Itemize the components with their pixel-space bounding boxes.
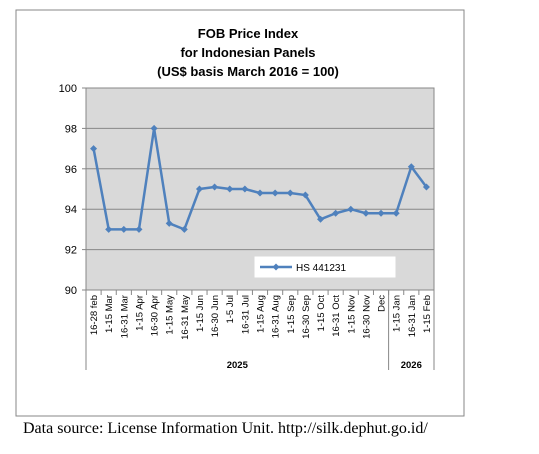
y-tick-label-5: 100: [59, 83, 77, 95]
data-point-8: [211, 183, 219, 191]
data-point-2: [120, 225, 128, 233]
x-category-label-18: 16-30 Nov: [361, 295, 372, 339]
x-category-label-6: 16-31 May: [180, 295, 191, 340]
x-category-label-8: 16-30 Jun: [210, 295, 221, 337]
x-category-label-1: 1-15 Mar: [104, 295, 115, 333]
data-point-0: [90, 145, 98, 153]
x-category-label-5: 1-15 May: [165, 295, 176, 335]
data-point-3: [135, 225, 143, 233]
data-point-6: [180, 225, 188, 233]
x-category-label-17: 1-15 Nov: [346, 295, 357, 334]
x-category-label-11: 1-15 Aug: [256, 295, 267, 333]
data-point-22: [422, 183, 430, 191]
x-category-label-4: 16-30 Apr: [150, 295, 161, 336]
year-group-label-0: 2025: [227, 360, 249, 371]
x-category-label-13: 1-15 Sep: [286, 295, 297, 334]
x-category-label-22: 1-15 Feb: [422, 295, 433, 333]
series-hs-441231: [90, 124, 430, 233]
legend-label: HS 441231: [296, 263, 346, 274]
y-tick-label-3: 96: [65, 164, 77, 176]
legend: HS 441231: [253, 255, 397, 279]
x-category-label-7: 1-15 Jun: [195, 295, 206, 332]
x-category-label-14: 16-30 Sep: [301, 295, 312, 339]
data-point-1: [105, 225, 113, 233]
chart-title-line-3: (US$ basis March 2016 = 100): [157, 64, 339, 79]
data-point-4: [150, 124, 158, 132]
y-tick-label-2: 94: [65, 204, 77, 216]
data-point-7: [195, 185, 203, 193]
data-point-14: [301, 191, 309, 199]
x-category-label-10: 16-31 Jul: [240, 295, 251, 334]
gridlines: [86, 127, 434, 251]
x-category-label-15: 1-15 Oct: [316, 295, 327, 332]
chart-title-line-2: for Indonesian Panels: [180, 45, 315, 60]
x-category-label-20: 1-15 Jan: [392, 295, 403, 332]
data-point-19: [377, 209, 385, 217]
data-point-15: [317, 215, 325, 223]
x-category-label-12: 16-31 Aug: [271, 295, 282, 338]
y-axis-ticks: 90 92 94 96 98 100: [59, 83, 86, 297]
y-tick-label-1: 92: [65, 245, 77, 257]
legend-diamond-marker: [272, 263, 280, 271]
data-point-17: [347, 205, 355, 213]
year-group-label-1: 2026: [401, 360, 422, 371]
data-point-21: [407, 163, 415, 171]
x-category-label-0: 16-28 feb: [89, 295, 100, 335]
x-category-label-3: 1-15 Apr: [134, 295, 145, 331]
legend-box: [253, 255, 397, 279]
x-category-label-21: 16-31 Jan: [407, 295, 418, 337]
data-point-18: [362, 209, 370, 217]
data-point-12: [271, 189, 279, 197]
data-point-9: [226, 185, 234, 193]
data-point-10: [241, 185, 249, 193]
data-point-16: [332, 209, 340, 217]
data-point-20: [392, 209, 400, 217]
x-category-label-19: Dec: [377, 295, 388, 312]
x-category-label-16: 16-31 Oct: [331, 295, 342, 337]
y-tick-label-0: 90: [65, 285, 77, 297]
y-tick-label-4: 98: [65, 123, 77, 135]
x-axis: 16-28 feb 1-15 Mar 16-31 Mar 1-15 Apr 16-30 …: [85, 290, 435, 371]
fob-price-index-chart: FOB Price Index for Indonesian Panels (U…: [15, 9, 465, 417]
data-point-13: [286, 189, 294, 197]
x-category-label-9: 1-5 Jul: [225, 295, 236, 324]
data-source-note: Data source: License Information Unit. h…: [23, 420, 428, 437]
x-category-label-2: 16-31 Mar: [119, 295, 130, 338]
data-point-5: [165, 219, 173, 227]
chart-title-line-1: FOB Price Index: [198, 26, 299, 41]
data-point-11: [256, 189, 264, 197]
